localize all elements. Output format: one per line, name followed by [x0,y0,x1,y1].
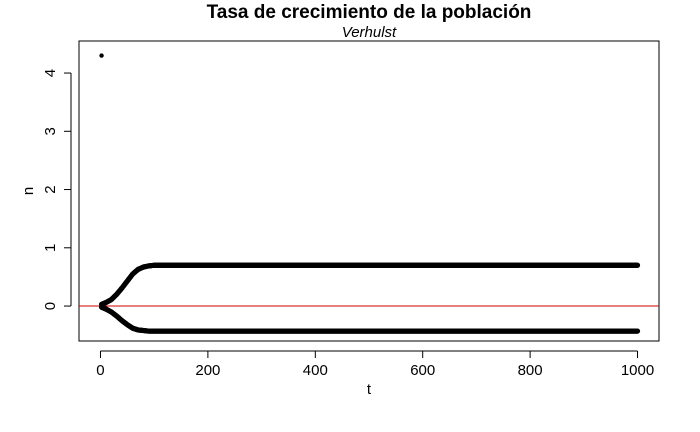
x-axis-label: t [367,381,372,398]
data-points [98,53,641,334]
x-tick-label: 1000 [621,362,654,379]
x-axis: 0 200 400 600 800 1000 [96,350,654,379]
y-tick-label: 2 [42,185,59,193]
y-axis-label: n [20,187,37,195]
y-tick-label: 4 [42,69,59,77]
x-tick-label: 0 [96,362,104,379]
y-axis: 0 1 2 3 4 [42,69,72,310]
data-point-lower [634,328,641,334]
x-tick-label: 600 [410,362,435,379]
x-tick-label: 400 [303,362,328,379]
x-tick-label: 800 [518,362,543,379]
data-point-upper [634,262,641,268]
y-tick-label: 1 [42,244,59,252]
data-point-outlier [99,53,104,58]
x-tick-label: 200 [195,362,220,379]
chart-subtitle: Verhulst [342,24,397,41]
y-tick-label: 3 [42,127,59,135]
plot-box [78,40,660,342]
y-tick-label: 0 [42,302,59,310]
chart-title: Tasa de crecimiento de la población [207,2,532,23]
